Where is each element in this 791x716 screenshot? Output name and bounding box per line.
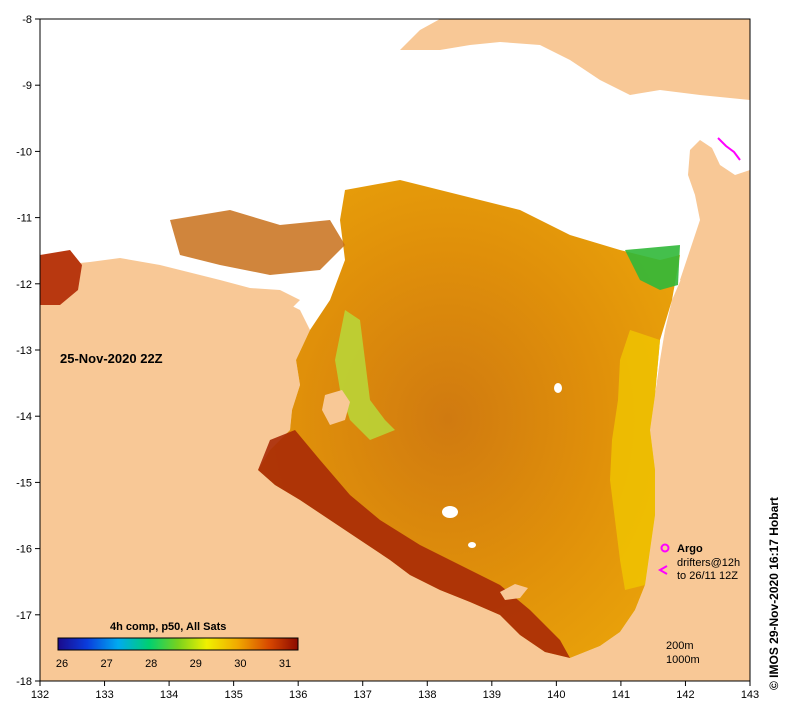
y-tick-label: -9	[22, 80, 32, 92]
date-label: 25-Nov-2020 22Z	[60, 351, 163, 366]
sst-yellow-east	[610, 330, 660, 590]
colorbar-tick-label: 27	[100, 658, 112, 670]
colorbar-ticks: 26 27 28 29 30 31	[56, 658, 291, 670]
y-tick-label: -16	[16, 544, 32, 556]
x-tick-label: 138	[418, 689, 436, 701]
x-tick-label: 134	[160, 689, 178, 701]
colorbar	[57, 637, 299, 651]
island-mornington	[500, 584, 528, 600]
drifter-icon	[657, 565, 668, 575]
x-tick-label: 137	[354, 689, 372, 701]
x-tick-label: 140	[547, 689, 565, 701]
x-tick-label: 132	[31, 689, 49, 701]
legend-drifters-2: to 26/11 12Z	[677, 570, 738, 582]
land-arnhem	[40, 258, 300, 310]
colorbar-tick-label: 30	[234, 658, 246, 670]
legend-depth-1000: 1000m	[666, 654, 700, 666]
cloud-hole	[442, 506, 458, 518]
land-australia	[40, 185, 750, 681]
legend-argo: Argo	[677, 543, 703, 555]
y-tick-label: -13	[16, 345, 32, 357]
y-tick-label: -15	[16, 477, 32, 489]
colorbar-title: 4h comp, p50, All Sats	[110, 621, 226, 633]
land-new-guinea	[400, 19, 750, 100]
legend-depth-200: 200m	[666, 640, 694, 652]
x-tick-label: 142	[676, 689, 694, 701]
cloud-hole	[468, 542, 476, 548]
drifter-track	[717, 137, 741, 161]
sst-cool-west	[335, 310, 395, 440]
legend-drifters-1: drifters@12h	[677, 557, 740, 569]
colorbar-tick-label: 28	[145, 658, 157, 670]
sst-nw-patch	[40, 250, 82, 305]
credit-label: © IMOS 29-Nov-2020 16:17 Hobart	[767, 497, 781, 690]
colorbar-tick-label: 31	[279, 658, 291, 670]
y-tick-label: -18	[16, 676, 32, 688]
colorbar-tick-label: 26	[56, 658, 68, 670]
colorbar-tick-label: 29	[190, 658, 202, 670]
x-tick-label: 141	[612, 689, 630, 701]
land-cape-york	[680, 140, 750, 330]
x-tick-label: 139	[483, 689, 501, 701]
y-tick-label: -17	[16, 610, 32, 622]
island-groote	[322, 390, 350, 425]
cloud-hole	[554, 383, 562, 393]
x-tick-label: 143	[741, 689, 759, 701]
y-tick-label: -10	[16, 146, 32, 158]
argo-icon	[660, 543, 670, 553]
sst-hot-band	[258, 430, 570, 658]
y-tick-label: -12	[16, 279, 32, 291]
x-tick-label: 135	[224, 689, 242, 701]
y-tick-label: -8	[22, 14, 32, 26]
sst-north-patches	[170, 210, 345, 275]
y-axis: -8 -9 -10 -11 -12 -13 -14 -15 -16 -17 -18	[16, 14, 40, 688]
x-tick-label: 133	[95, 689, 113, 701]
sst-green-ne	[625, 245, 680, 290]
y-tick-label: -14	[16, 411, 32, 423]
y-tick-label: -11	[17, 213, 32, 225]
x-tick-label: 136	[289, 689, 307, 701]
x-axis: 132 133 134 135 136 137 138 139 140 141 142 143	[31, 681, 759, 701]
